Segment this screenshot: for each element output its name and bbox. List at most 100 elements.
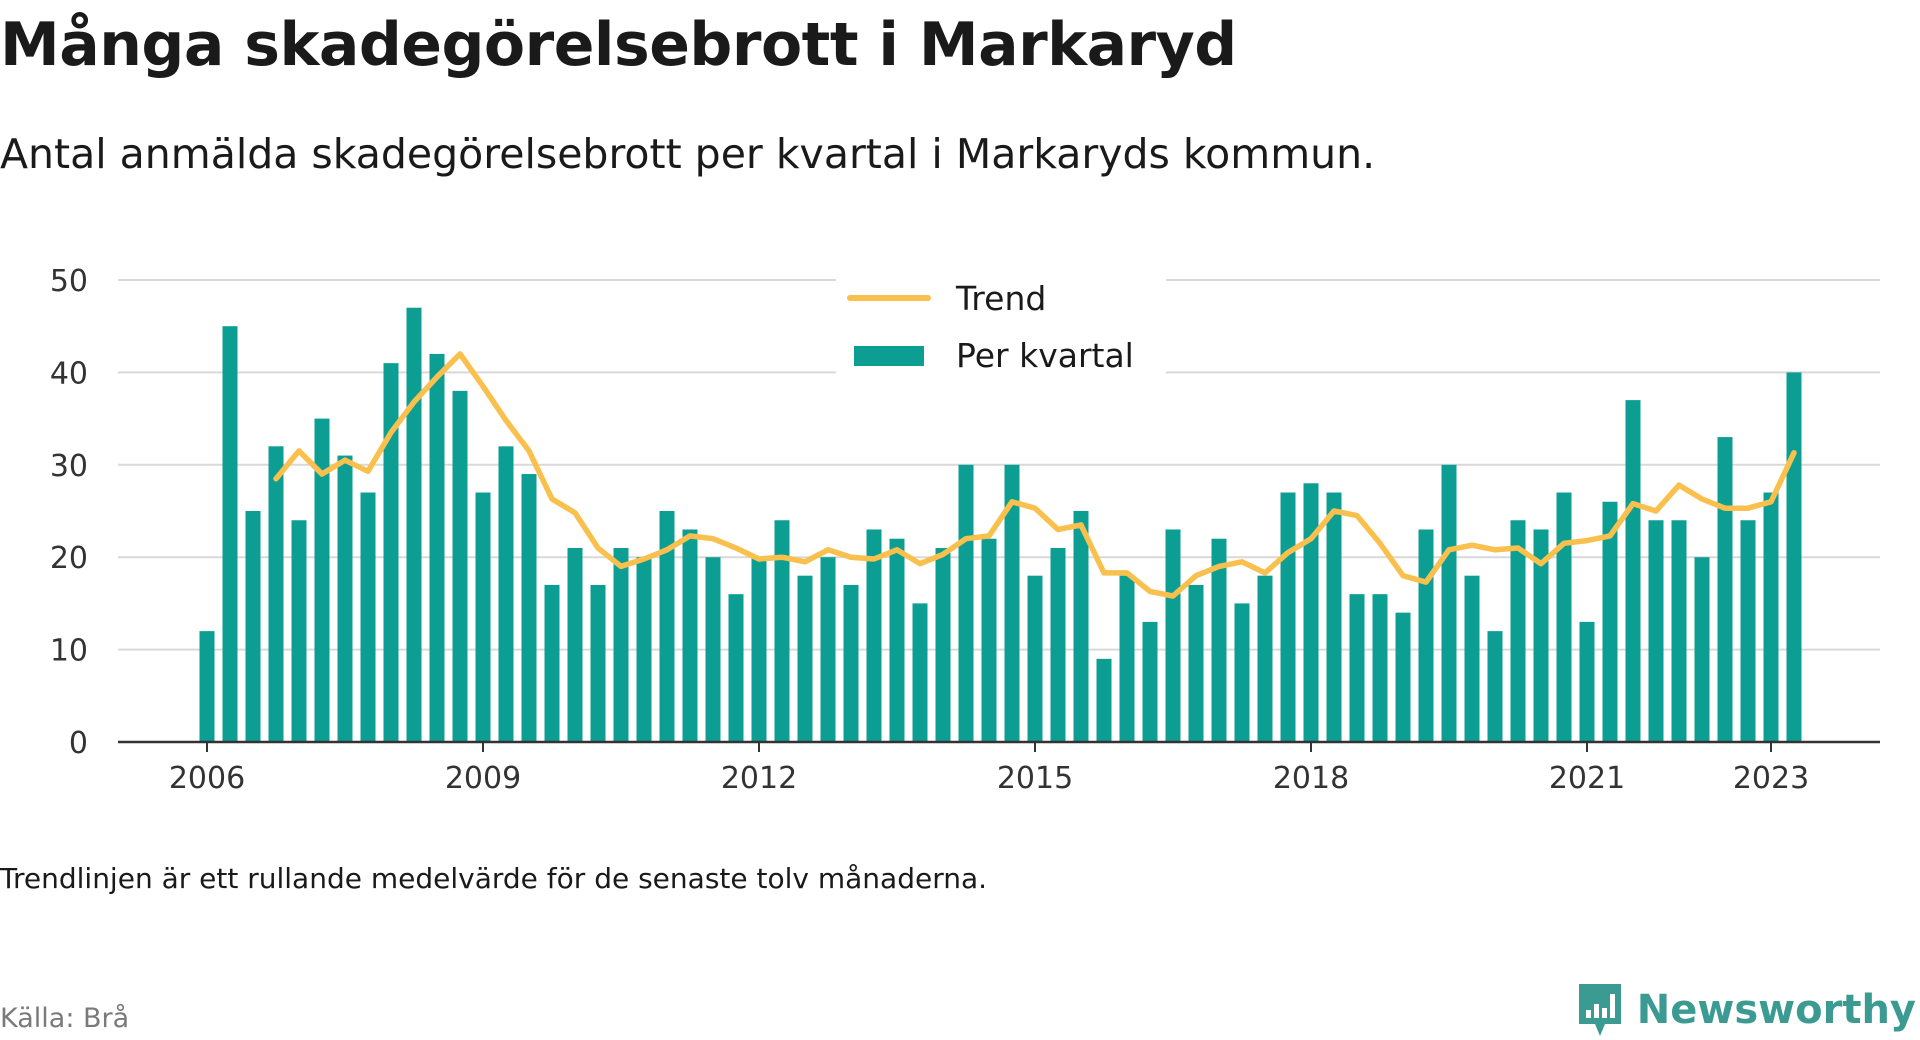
newsworthy-logo[interactable]: Newsworthy	[1575, 980, 1916, 1040]
newsworthy-logo-text: Newsworthy	[1636, 987, 1916, 1033]
bar	[912, 603, 928, 742]
bar	[705, 557, 721, 742]
y-tick-label: 20	[50, 541, 88, 576]
bar	[820, 557, 836, 742]
bar	[636, 557, 652, 742]
y-tick-label: 0	[69, 726, 88, 761]
footnote: Trendlinjen är ett rullande medelvärde f…	[0, 862, 988, 895]
bar	[1234, 603, 1250, 742]
chart-area: 0 10 20 30 40 50 2006 2009 2012 2015 2018 2021 2023…	[0, 250, 1920, 810]
bar	[521, 474, 537, 742]
x-tick-label: 2018	[1273, 761, 1349, 796]
bar	[360, 492, 376, 742]
bar	[1533, 529, 1549, 742]
trend-line	[273, 351, 1797, 599]
source-label: Källa: Brå	[0, 1003, 130, 1034]
x-tick-label: 2006	[169, 761, 245, 796]
bar	[383, 363, 399, 742]
bar	[475, 492, 491, 742]
bar	[1303, 483, 1319, 742]
bar	[1372, 594, 1388, 742]
bar	[1464, 575, 1480, 742]
bar	[889, 538, 905, 742]
bar	[1418, 529, 1434, 742]
bar	[1740, 520, 1756, 742]
bar	[222, 326, 238, 742]
y-tick-label: 40	[50, 356, 88, 391]
chart-title: Många skadegörelsebrott i Markaryd	[0, 10, 1237, 80]
bar	[843, 584, 859, 742]
bar	[314, 418, 330, 742]
bar	[291, 520, 307, 742]
bar	[567, 547, 583, 742]
bar	[1441, 464, 1457, 742]
bar	[1326, 492, 1342, 742]
bar	[774, 520, 790, 742]
bar	[1648, 520, 1664, 742]
bar	[268, 446, 284, 742]
bar	[1349, 594, 1365, 742]
bar	[245, 511, 261, 742]
bar	[797, 575, 813, 742]
bar	[935, 547, 951, 742]
legend-bar-swatch	[854, 346, 924, 366]
bar	[544, 584, 560, 742]
bar	[1556, 492, 1572, 742]
newsworthy-logo-icon	[1578, 984, 1621, 1036]
bar	[1395, 612, 1411, 742]
bar	[1510, 520, 1526, 742]
bar	[429, 353, 445, 742]
bar	[1165, 529, 1181, 742]
bar	[1487, 631, 1503, 742]
bar	[1786, 372, 1802, 742]
y-tick-label: 30	[50, 449, 88, 484]
x-tick-label: 2012	[721, 761, 797, 796]
bar	[751, 557, 767, 742]
x-tick-label: 2009	[445, 761, 521, 796]
bar	[866, 529, 882, 742]
bar	[1027, 575, 1043, 742]
bar	[1096, 658, 1112, 742]
bar	[1763, 492, 1779, 742]
bar	[1717, 437, 1733, 742]
bar	[406, 307, 422, 742]
x-tick-label: 2021	[1549, 761, 1625, 796]
bar	[728, 594, 744, 742]
bar	[1004, 464, 1020, 742]
trend-line-group	[273, 351, 1797, 599]
bar	[1579, 621, 1595, 742]
bar	[452, 390, 468, 742]
legend-bar-label: Per kvartal	[956, 336, 1134, 375]
bar	[498, 446, 514, 742]
bar	[1694, 557, 1710, 742]
bars-per-kvartal	[199, 307, 1802, 742]
bar	[1625, 400, 1641, 742]
bar	[1050, 547, 1066, 742]
bar	[1602, 501, 1618, 742]
bar	[613, 547, 629, 742]
x-axis: 2006 2009 2012 2015 2018 2021 2023	[118, 740, 1880, 796]
bar	[1671, 520, 1687, 742]
bar	[1119, 575, 1135, 742]
bar	[958, 464, 974, 742]
bar	[1073, 511, 1089, 742]
y-tick-label: 50	[50, 264, 88, 299]
y-tick-label: 10	[50, 634, 88, 669]
bar	[1257, 575, 1273, 742]
legend-trend-label: Trend	[955, 279, 1046, 318]
bar	[659, 511, 675, 742]
x-tick-label: 2015	[997, 761, 1073, 796]
bar	[981, 538, 997, 742]
bar	[590, 584, 606, 742]
bar	[1280, 492, 1296, 742]
bar	[682, 529, 698, 742]
bar	[1211, 538, 1227, 742]
bar	[1142, 621, 1158, 742]
bar	[1188, 584, 1204, 742]
bar	[199, 631, 215, 742]
x-tick-label: 2023	[1733, 761, 1809, 796]
chart-subtitle: Antal anmälda skadegörelsebrott per kvar…	[0, 130, 1376, 178]
bar	[337, 455, 353, 742]
y-tick-labels: 0 10 20 30 40 50	[50, 264, 88, 761]
legend: Trend Per kvartal	[836, 275, 1166, 395]
